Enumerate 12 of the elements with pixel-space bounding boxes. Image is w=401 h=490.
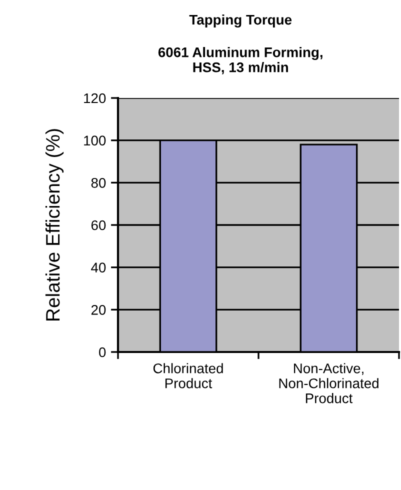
y-tick-label: 40	[91, 262, 106, 273]
x-tick-label: Chlorinated Product	[153, 363, 223, 388]
y-tick-label: 80	[91, 178, 106, 188]
x-tick-label: Non-Active, Non-Chlorinated Product	[279, 363, 378, 404]
y-tick-label: 60	[91, 220, 106, 230]
y-axis-title: Relative Efficiency (%)	[45, 129, 64, 320]
chart-title: Tapping Torque	[189, 14, 292, 28]
chart-subtitle: 6061 Aluminum Forming, HSS, 13 m/min	[158, 47, 322, 74]
y-tick-label: 120	[84, 93, 106, 104]
y-tick-label: 0	[99, 347, 106, 358]
y-tick-label: 20	[91, 305, 106, 315]
y-tick-label: 100	[84, 136, 106, 146]
